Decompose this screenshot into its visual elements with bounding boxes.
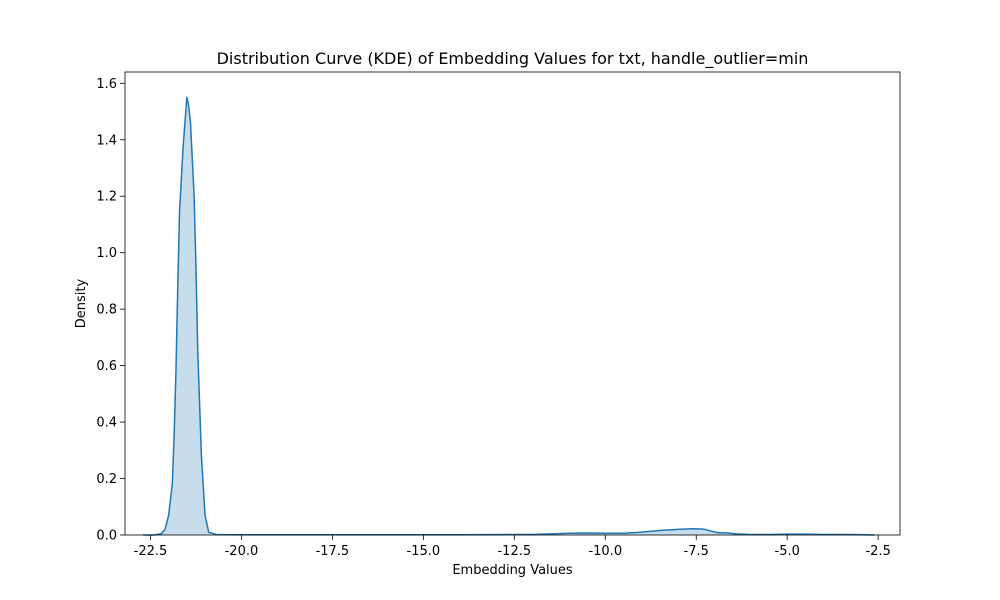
x-tick-label: -2.5	[865, 544, 890, 559]
y-tick-label: 0.0	[96, 529, 117, 544]
y-axis-label: Density	[74, 278, 89, 328]
y-tick-label: 0.2	[96, 472, 117, 487]
x-tick-label: -15.0	[407, 544, 441, 559]
x-tick-label: -12.5	[497, 544, 531, 559]
axes-frame	[124, 71, 901, 536]
x-axis-label: Embedding Values	[452, 563, 573, 578]
y-tick-label: 1.2	[96, 190, 117, 205]
y-tick-label: 0.6	[96, 359, 117, 374]
x-axis: -22.5 -20.0 -17.5 -15.0 -12.5 -10.0 -7.5 -5.0 -2…	[134, 535, 891, 559]
x-tick-label: -7.5	[684, 544, 709, 559]
y-tick-label: 0.8	[96, 303, 117, 318]
x-tick-label: -10.0	[588, 544, 622, 559]
y-tick-label: 0.4	[96, 416, 117, 431]
y-tick-label: 1.6	[96, 77, 117, 92]
y-tick-label: 1.0	[96, 246, 117, 261]
x-tick-label: -22.5	[134, 544, 168, 559]
x-tick-label: -20.0	[225, 544, 259, 559]
x-tick-label: -17.5	[316, 544, 350, 559]
chart-title: Distribution Curve (KDE) of Embedding Va…	[217, 49, 809, 69]
y-tick-label: 1.4	[96, 133, 117, 148]
y-axis: 0.0 0.2 0.4 0.6 0.8 1.0 1.2 1.4 1.6	[96, 77, 125, 544]
x-tick-label: -5.0	[775, 544, 800, 559]
